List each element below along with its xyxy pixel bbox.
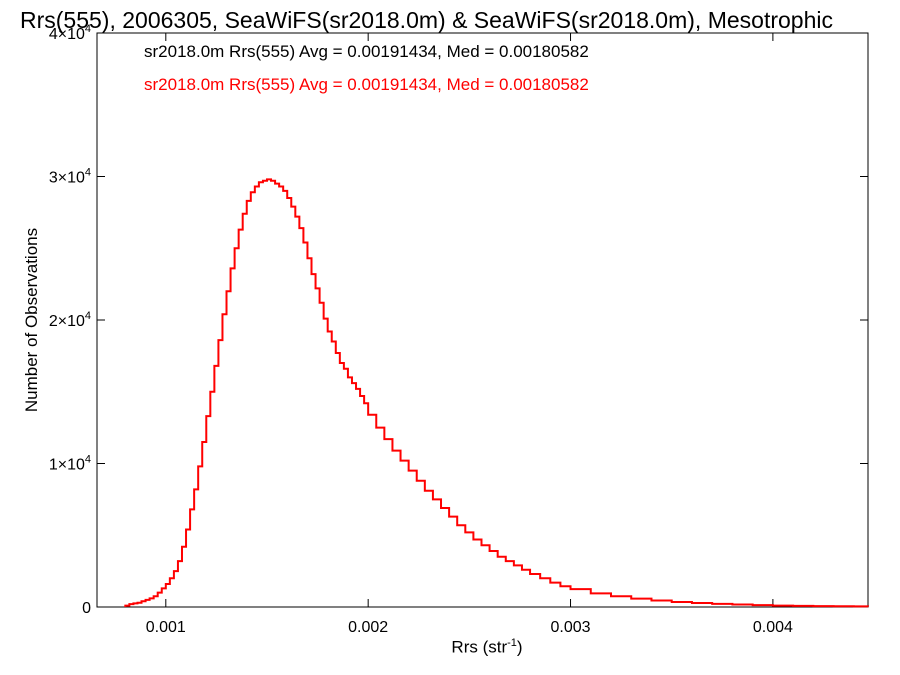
x-tick-label-2: 0.003 bbox=[551, 619, 591, 636]
y-axis-ticks: 0 1×104 2×104 3×104 4×104 bbox=[49, 23, 868, 617]
y-axis-label: Number of Observations bbox=[22, 227, 41, 413]
y-tick-label-0: 0 bbox=[82, 600, 91, 617]
x-axis-label-main: Rrs (str bbox=[451, 637, 508, 657]
y-tick-label-3: 3×104 bbox=[49, 167, 91, 187]
x-axis-label: Rrs (str-1) bbox=[451, 637, 522, 658]
x-tick-label-1: 0.002 bbox=[348, 619, 388, 636]
legend-entry-black: sr2018.0m Rrs(555) Avg = 0.00191434, Med… bbox=[144, 42, 589, 61]
x-axis-ticks: 0.001 0.002 0.003 0.004 bbox=[146, 33, 793, 636]
y-tick-label-4: 4×104 bbox=[49, 23, 91, 43]
x-tick-label-0: 0.001 bbox=[146, 619, 186, 636]
series-histogram-line bbox=[124, 178, 869, 608]
x-tick-label-3: 0.004 bbox=[753, 619, 793, 636]
y-tick-label-2: 2×104 bbox=[49, 310, 91, 330]
chart-title: Rrs(555), 2006305, SeaWiFS(sr2018.0m) & … bbox=[20, 7, 833, 33]
y-tick-label-1: 1×104 bbox=[49, 454, 91, 474]
plot-frame bbox=[96, 32, 869, 608]
legend-entry-red: sr2018.0m Rrs(555) Avg = 0.00191434, Med… bbox=[144, 75, 589, 94]
x-axis-label-sup: -1 bbox=[507, 637, 517, 649]
x-axis-label-close: ) bbox=[516, 637, 523, 657]
